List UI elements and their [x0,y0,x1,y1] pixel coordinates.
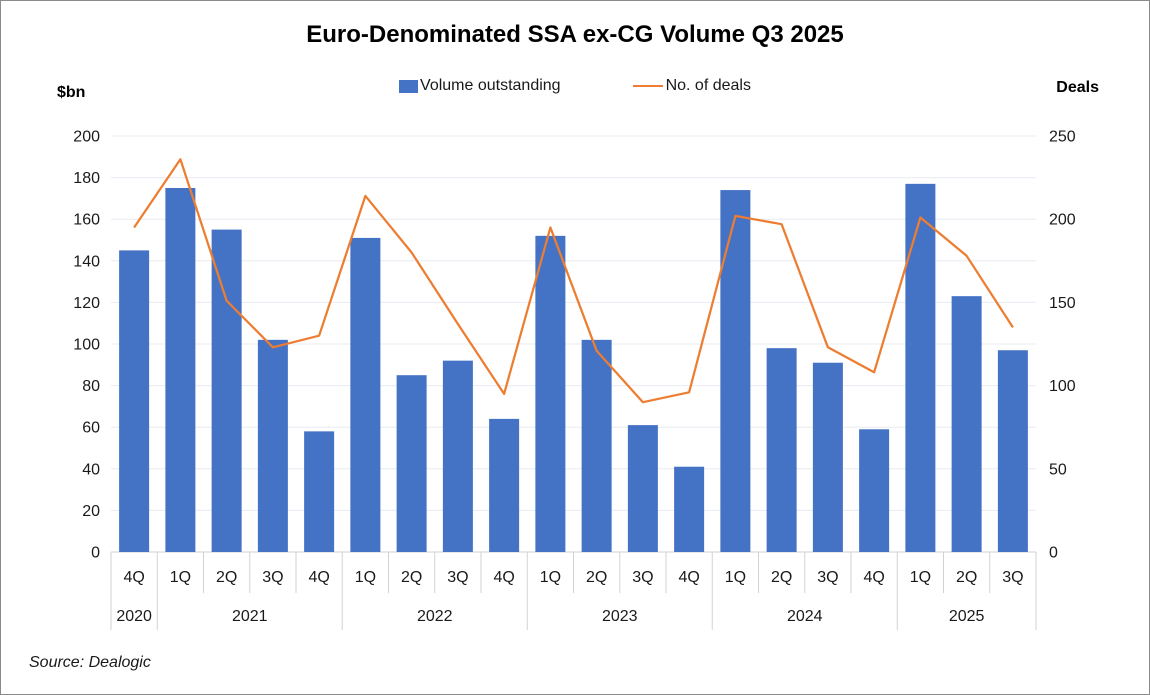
quarter-label: 4Q [308,569,329,586]
left-axis-tick-label: 180 [73,170,100,187]
legend-label-deals: No. of deals [665,77,751,94]
volume-bar [442,360,473,552]
year-label: 2024 [787,608,823,625]
year-label: 2020 [116,608,152,625]
quarter-label: 2Q [771,569,792,586]
right-axis-tick-label: 50 [1049,461,1067,478]
quarter-label: 3Q [632,569,653,586]
quarter-label: 4Q [493,569,514,586]
volume-bar [304,431,335,552]
quarter-label: 2Q [586,569,607,586]
volume-bar [997,350,1028,552]
volume-bar [535,235,566,552]
quarter-label: 4Q [863,569,884,586]
year-label: 2025 [949,608,985,625]
quarter-label: 3Q [262,569,283,586]
left-axis-tick-label: 40 [82,461,100,478]
volume-bar [396,375,427,552]
left-axis-tick-label: 80 [82,378,100,395]
year-label: 2023 [602,608,638,625]
volume-bar [165,188,196,552]
volume-bar [119,250,150,552]
year-label: 2021 [232,608,268,625]
volume-bar [627,425,658,552]
volume-bar [581,339,612,552]
chart-title: Euro-Denominated SSA ex-CG Volume Q3 202… [306,21,844,48]
volume-bar [211,229,242,552]
quarter-label: 1Q [725,569,746,586]
quarter-label: 2Q [216,569,237,586]
volume-bar [812,362,843,552]
volume-bar [257,339,288,552]
bar-swatch-icon [399,79,419,93]
left-axis-tick-label: 120 [73,295,100,312]
right-axis-tick-label: 100 [1049,378,1076,395]
right-axis-tick-label: 0 [1049,545,1058,562]
legend-item-volume: Volume outstanding [399,77,561,95]
quarter-label: 1Q [170,569,191,586]
volume-bar [859,429,890,552]
right-axis-tick-label: 250 [1049,129,1076,146]
left-axis-tick-label: 20 [82,503,100,520]
deals-line [133,158,1014,404]
volume-bar [720,190,751,552]
left-axis-tick-label: 200 [73,129,100,146]
quarter-label: 1Q [540,569,561,586]
quarter-label: 3Q [817,569,838,586]
quarter-label: 3Q [447,569,468,586]
quarter-label: 1Q [355,569,376,586]
left-axis-tick-label: 140 [73,253,100,270]
left-axis-tick-label: 160 [73,212,100,229]
volume-bar [766,348,797,552]
right-axis-title: Deals [1056,79,1099,96]
quarter-label: 4Q [678,569,699,586]
left-axis-tick-label: 100 [73,337,100,354]
year-label: 2022 [417,608,453,625]
left-axis-tick-label: 0 [91,545,100,562]
legend: Volume outstanding No. of deals [1,77,1149,95]
left-axis-title: $bn [57,84,86,101]
right-axis-tick-label: 150 [1049,295,1076,312]
left-axis-tick-label: 60 [82,420,100,437]
quarter-label: 3Q [1002,569,1023,586]
right-axis-tick-label: 200 [1049,212,1076,229]
legend-item-deals: No. of deals [632,77,751,95]
quarter-label: 1Q [910,569,931,586]
quarter-label: 2Q [956,569,977,586]
volume-bar [951,296,982,552]
quarter-label: 2Q [401,569,422,586]
volume-bar [489,418,520,552]
source-note: Source: Dealogic [29,654,151,671]
quarter-label: 4Q [123,569,144,586]
volume-bar [905,183,936,552]
legend-label-volume: Volume outstanding [420,77,561,94]
line-swatch-icon [632,84,663,88]
volume-bar [674,466,705,552]
volume-bar [350,237,381,553]
